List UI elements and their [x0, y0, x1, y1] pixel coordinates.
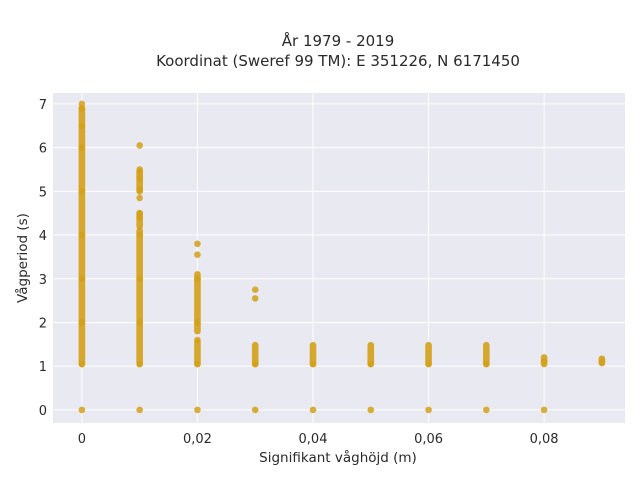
- data-point-cluster: [483, 341, 490, 368]
- data-point: [540, 358, 548, 366]
- data-point: [136, 142, 143, 149]
- data-point: [136, 185, 143, 193]
- data-point: [598, 358, 606, 366]
- data-point: [251, 406, 259, 414]
- data-point: [78, 360, 86, 368]
- data-point: [540, 406, 548, 414]
- data-point: [78, 122, 86, 130]
- data-point: [78, 100, 86, 108]
- data-point: [136, 209, 143, 217]
- data-point: [194, 275, 201, 283]
- x-tick-label: 0: [78, 432, 86, 447]
- data-point: [425, 406, 432, 414]
- data-point: [194, 360, 201, 368]
- data-point: [483, 406, 490, 414]
- data-point-cluster: [251, 341, 259, 368]
- data-point: [194, 251, 201, 259]
- x-tick-label: 0,02: [183, 432, 212, 447]
- data-point: [136, 275, 143, 283]
- data-point: [78, 188, 86, 195]
- x-tick-label: 0,04: [299, 432, 328, 447]
- data-point: [78, 231, 86, 239]
- data-point: [251, 286, 259, 293]
- data-point: [78, 275, 86, 283]
- data-point: [136, 166, 143, 173]
- data-point: [78, 319, 86, 326]
- y-tick-label: 1: [39, 360, 47, 375]
- data-point-cluster: [309, 341, 317, 368]
- y-tick-label: 2: [39, 316, 47, 331]
- data-point: [136, 194, 143, 202]
- data-point: [194, 319, 201, 326]
- chart-title-line2: Koordinat (Sweref 99 TM): E 351226, N 61…: [156, 52, 520, 70]
- data-point: [136, 174, 143, 182]
- data-point: [78, 406, 86, 414]
- data-point: [136, 360, 143, 368]
- data-point: [136, 231, 143, 239]
- data-point-cluster: [367, 341, 375, 368]
- data-point: [367, 406, 375, 414]
- axis-ticks: 0 0,02 0,04 0,06 0,08 0 1 2 3 4 5 6 7: [39, 98, 559, 447]
- y-tick-label: 6: [39, 142, 47, 157]
- data-point-cluster: [425, 341, 432, 368]
- y-tick-label: 5: [39, 185, 47, 200]
- data-point: [194, 406, 201, 414]
- data-point: [483, 360, 490, 368]
- data-point-cluster: [136, 227, 143, 368]
- data-point: [136, 319, 143, 326]
- data-point: [194, 240, 201, 248]
- data-point: [309, 406, 317, 414]
- y-tick-label: 7: [39, 98, 47, 113]
- x-tick-label: 0,08: [530, 432, 559, 447]
- y-tick-label: 4: [39, 229, 47, 244]
- data-point-cluster: [194, 271, 201, 335]
- x-tick-label: 0,06: [414, 432, 443, 447]
- chart-title-line1: År 1979 - 2019: [282, 31, 395, 50]
- grid-lines: [53, 93, 625, 423]
- data-point-cluster: [194, 338, 201, 368]
- y-tick-label: 3: [39, 273, 47, 288]
- data-point: [309, 360, 317, 368]
- data-point: [367, 360, 375, 368]
- data-points: [78, 100, 606, 414]
- x-axis-label: Signifikant våghöjd (m): [259, 449, 417, 466]
- data-point: [251, 360, 259, 368]
- data-point: [194, 336, 201, 344]
- y-axis-label: Vågperiod (s): [14, 213, 31, 303]
- data-point: [425, 360, 432, 368]
- data-point: [251, 295, 259, 302]
- data-point: [136, 406, 143, 414]
- y-tick-label: 0: [39, 404, 47, 419]
- data-point: [78, 144, 86, 151]
